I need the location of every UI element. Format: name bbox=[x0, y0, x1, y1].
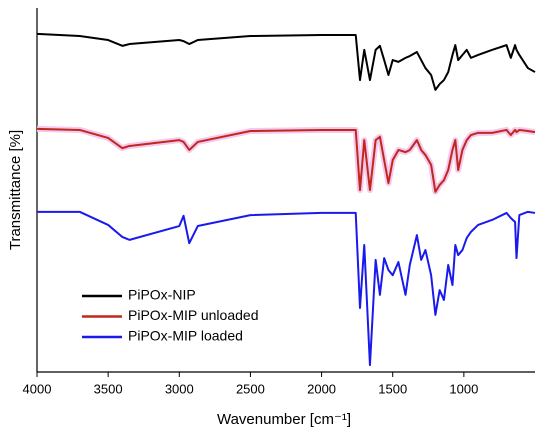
x-tick-label: 3000 bbox=[165, 381, 194, 396]
x-tick-label: 4000 bbox=[23, 381, 52, 396]
legend-label: PiPOx-MIP loaded bbox=[128, 328, 243, 344]
x-tick-label: 2000 bbox=[307, 381, 336, 396]
x-tick-label: 3500 bbox=[94, 381, 123, 396]
x-tick-label: 1000 bbox=[449, 381, 478, 396]
series-line bbox=[37, 210, 536, 367]
x-tick-label: 1500 bbox=[378, 381, 407, 396]
series-line bbox=[36, 127, 536, 193]
x-axis-label: Wavenumber [cm⁻¹] bbox=[217, 411, 351, 428]
legend-label: PiPOx-MIP unloaded bbox=[128, 307, 258, 323]
x-tick-label: 2500 bbox=[236, 381, 265, 396]
y-axis-label: Transmittance [%] bbox=[7, 130, 24, 250]
legend-label: PiPOx-NIP bbox=[128, 287, 196, 303]
series-line bbox=[36, 32, 536, 91]
